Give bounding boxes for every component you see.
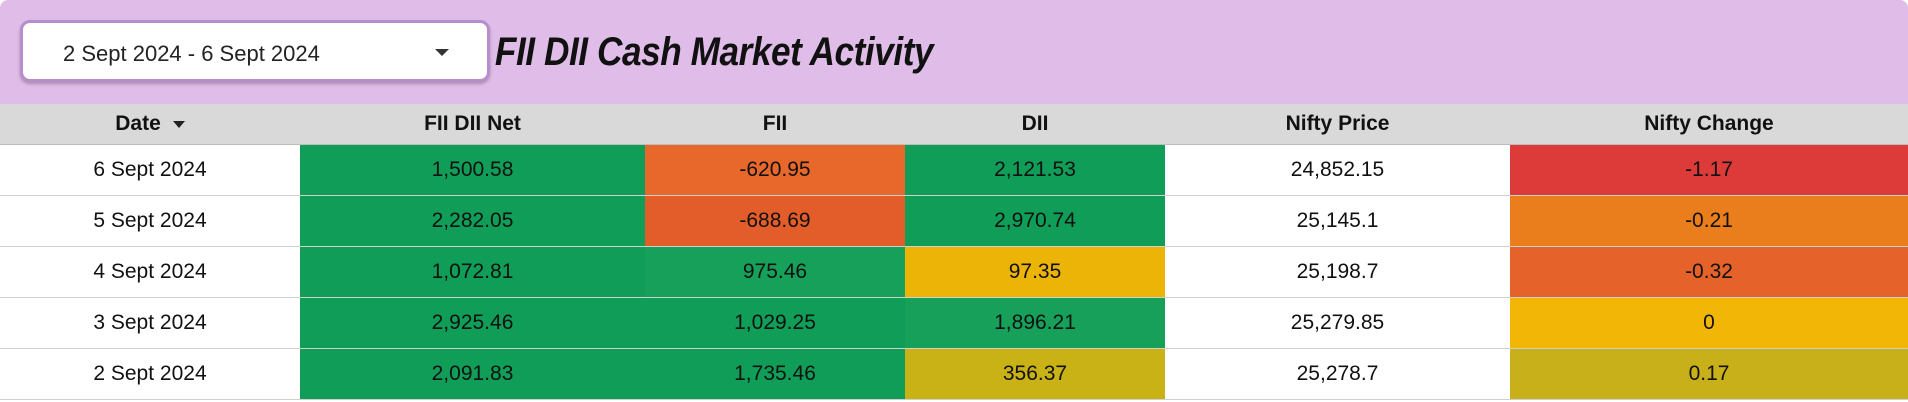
cell-net: 1,072.81 [300,246,645,298]
page-title: FII DII Cash Market Activity [494,30,934,74]
cell-change: -0.21 [1510,195,1908,247]
cell-fii: -688.69 [645,195,905,247]
header-bar: 2 Sept 2024 - 6 Sept 2024 FII DII Cash M… [0,0,1908,104]
cell-dii: 1,896.21 [905,297,1165,349]
table-row: 3 Sept 2024 2,925.46 1,029.25 1,896.21 2… [0,297,1908,349]
cell-change: -0.32 [1510,246,1908,298]
cell-date: 6 Sept 2024 [0,144,300,196]
cell-price: 24,852.15 [1165,144,1510,196]
col-header-date-label: Date [115,112,161,135]
cell-net: 2,282.05 [300,195,645,247]
table-row: 4 Sept 2024 1,072.81 975.46 97.35 25,198… [0,246,1908,298]
col-header-date[interactable]: Date [0,104,300,145]
sort-desc-icon[interactable] [172,120,185,128]
cell-change: -1.17 [1510,144,1908,196]
fii-dii-table: Date FII DII Net FII DII Nifty Price Nif… [0,104,1908,400]
cell-net: 2,925.46 [300,297,645,349]
cell-dii: 2,121.53 [905,144,1165,196]
cell-dii: 356.37 [905,348,1165,400]
chevron-down-icon[interactable] [435,49,449,56]
col-header-nifty-change[interactable]: Nifty Change [1510,104,1908,145]
cell-change: 0 [1510,297,1908,349]
cell-date: 3 Sept 2024 [0,297,300,349]
col-header-nifty-price[interactable]: Nifty Price [1165,104,1510,145]
cell-dii: 97.35 [905,246,1165,298]
cell-price: 25,278.7 [1165,348,1510,400]
table-row: 2 Sept 2024 2,091.83 1,735.46 356.37 25,… [0,348,1908,400]
table-header-row: Date FII DII Net FII DII Nifty Price Nif… [0,104,1908,145]
col-header-fii[interactable]: FII [645,104,905,145]
table-row: 5 Sept 2024 2,282.05 -688.69 2,970.74 25… [0,195,1908,247]
cell-price: 25,145.1 [1165,195,1510,247]
col-header-dii[interactable]: DII [905,104,1165,145]
cell-date: 5 Sept 2024 [0,195,300,247]
cell-net: 2,091.83 [300,348,645,400]
cell-price: 25,279.85 [1165,297,1510,349]
cell-price: 25,198.7 [1165,246,1510,298]
cell-fii: 1,735.46 [645,348,905,400]
cell-date: 2 Sept 2024 [0,348,300,400]
date-range-value: 2 Sept 2024 - 6 Sept 2024 [63,41,320,66]
table-row: 6 Sept 2024 1,500.58 -620.95 2,121.53 24… [0,144,1908,196]
date-range-dropdown[interactable]: 2 Sept 2024 - 6 Sept 2024 [20,20,490,82]
cell-fii: 975.46 [645,246,905,298]
cell-dii: 2,970.74 [905,195,1165,247]
cell-date: 4 Sept 2024 [0,246,300,298]
col-header-fii-dii-net[interactable]: FII DII Net [300,104,645,145]
cell-fii: -620.95 [645,144,905,196]
cell-fii: 1,029.25 [645,297,905,349]
cell-net: 1,500.58 [300,144,645,196]
cell-change: 0.17 [1510,348,1908,400]
